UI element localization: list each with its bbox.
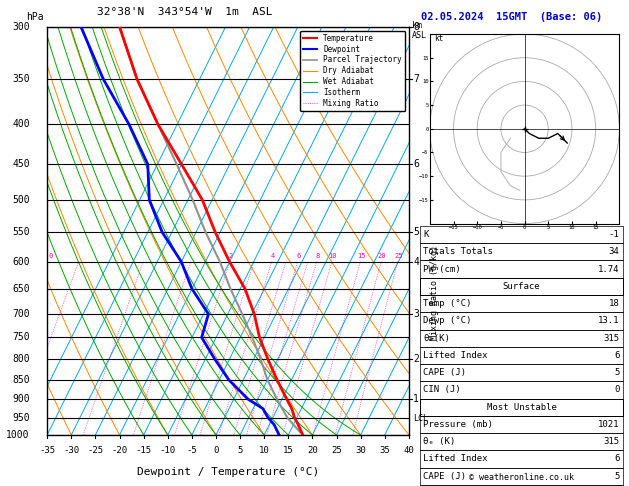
Text: 315: 315 (603, 333, 620, 343)
Text: CAPE (J): CAPE (J) (423, 368, 466, 377)
Text: LCL: LCL (413, 414, 428, 423)
Text: Pressure (mb): Pressure (mb) (423, 420, 493, 429)
Text: 8: 8 (413, 22, 419, 32)
Text: 1000: 1000 (6, 430, 30, 440)
Text: -35: -35 (39, 447, 55, 455)
Text: 35: 35 (379, 447, 390, 455)
Text: -25: -25 (87, 447, 103, 455)
Text: 0: 0 (614, 385, 620, 395)
Text: Totals Totals: Totals Totals (423, 247, 493, 257)
Text: Dewpoint / Temperature (°C): Dewpoint / Temperature (°C) (137, 467, 319, 477)
Text: 800: 800 (12, 354, 30, 364)
Text: Surface: Surface (503, 282, 540, 291)
Text: 1021: 1021 (598, 420, 620, 429)
Text: 700: 700 (12, 309, 30, 319)
Text: CIN (J): CIN (J) (423, 385, 461, 395)
Text: 2: 2 (228, 253, 233, 259)
Text: K: K (423, 230, 429, 239)
Text: -20: -20 (111, 447, 128, 455)
Text: 6: 6 (413, 159, 419, 169)
Text: θₑ(K): θₑ(K) (423, 333, 450, 343)
Text: Lifted Index: Lifted Index (423, 454, 488, 464)
Text: 6: 6 (614, 351, 620, 360)
Text: 20: 20 (307, 447, 318, 455)
Text: 10: 10 (328, 253, 337, 259)
Text: 400: 400 (12, 119, 30, 129)
Legend: Temperature, Dewpoint, Parcel Trajectory, Dry Adiabat, Wet Adiabat, Isotherm, Mi: Temperature, Dewpoint, Parcel Trajectory… (301, 31, 405, 111)
Text: -1: -1 (609, 230, 620, 239)
Text: 2: 2 (413, 354, 419, 364)
Text: Lifted Index: Lifted Index (423, 351, 488, 360)
Text: Dewp (°C): Dewp (°C) (423, 316, 472, 326)
Text: 950: 950 (12, 413, 30, 423)
Text: 600: 600 (12, 257, 30, 267)
Text: 25: 25 (331, 447, 342, 455)
Text: -30: -30 (64, 447, 79, 455)
Text: 18: 18 (609, 299, 620, 308)
Text: 25: 25 (394, 253, 403, 259)
Text: 4: 4 (270, 253, 275, 259)
Text: 4: 4 (413, 257, 419, 267)
Text: 350: 350 (12, 74, 30, 84)
Text: 20: 20 (377, 253, 386, 259)
Text: hPa: hPa (26, 12, 44, 22)
Text: 15: 15 (357, 253, 365, 259)
Text: Temp (°C): Temp (°C) (423, 299, 472, 308)
Text: 7: 7 (413, 74, 419, 84)
Text: -15: -15 (136, 447, 152, 455)
Text: 10: 10 (259, 447, 270, 455)
Text: Mixing Ratio (g/kg): Mixing Ratio (g/kg) (430, 244, 438, 340)
Text: 34: 34 (609, 247, 620, 257)
Text: 13.1: 13.1 (598, 316, 620, 326)
Text: km
ASL: km ASL (412, 21, 427, 39)
Text: 8: 8 (315, 253, 320, 259)
Text: 30: 30 (355, 447, 366, 455)
Text: 550: 550 (12, 227, 30, 237)
Text: 900: 900 (12, 394, 30, 404)
Text: 1.74: 1.74 (598, 264, 620, 274)
Text: 0: 0 (48, 253, 52, 259)
Text: © weatheronline.co.uk: © weatheronline.co.uk (469, 473, 574, 482)
Text: Most Unstable: Most Unstable (486, 402, 557, 412)
Text: 02.05.2024  15GMT  (Base: 06): 02.05.2024 15GMT (Base: 06) (421, 12, 603, 22)
Text: 300: 300 (12, 22, 30, 32)
Text: 3: 3 (413, 309, 419, 319)
Text: -10: -10 (160, 447, 175, 455)
Text: 450: 450 (12, 159, 30, 169)
Text: 650: 650 (12, 284, 30, 294)
Text: 315: 315 (603, 437, 620, 446)
Text: θₑ (K): θₑ (K) (423, 437, 455, 446)
Text: CAPE (J): CAPE (J) (423, 471, 466, 481)
Text: 5: 5 (614, 368, 620, 377)
Text: 0: 0 (213, 447, 219, 455)
Text: 1: 1 (413, 394, 419, 404)
Text: 15: 15 (283, 447, 294, 455)
Text: 6: 6 (614, 454, 620, 464)
Text: 40: 40 (403, 447, 415, 455)
Text: 850: 850 (12, 375, 30, 385)
Text: PW (cm): PW (cm) (423, 264, 461, 274)
Text: 5: 5 (413, 227, 419, 237)
Text: 32°38'N  343°54'W  1m  ASL: 32°38'N 343°54'W 1m ASL (97, 7, 272, 17)
Text: 6: 6 (296, 253, 301, 259)
Text: -5: -5 (186, 447, 198, 455)
Text: 750: 750 (12, 332, 30, 343)
Text: 500: 500 (12, 195, 30, 205)
Text: 5: 5 (614, 471, 620, 481)
Text: 5: 5 (237, 447, 243, 455)
Text: kt: kt (435, 34, 444, 43)
